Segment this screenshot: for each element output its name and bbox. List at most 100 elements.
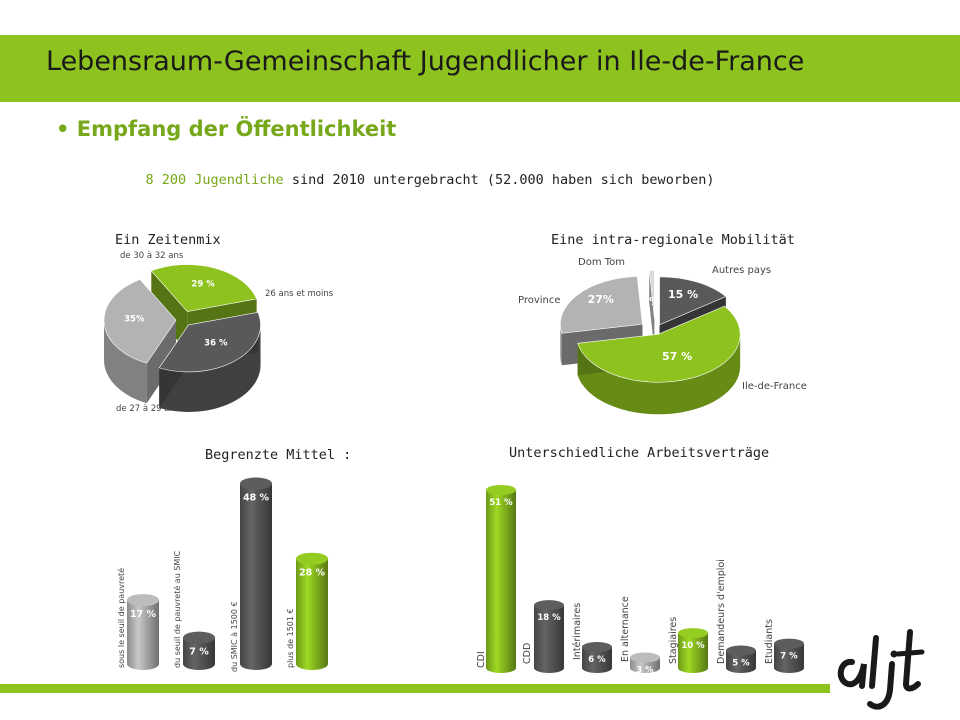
- bar-vertraege-4: [678, 628, 708, 673]
- pie-mobilitaet: [560, 269, 741, 415]
- slice-top: [659, 276, 727, 326]
- slice-mobilitaet-3: [648, 269, 655, 351]
- category-label: de 27 à 29 ans: [116, 404, 180, 414]
- chart-title-mittel: Begrenzte Mittel :: [205, 447, 352, 463]
- slice-top: [158, 311, 261, 373]
- bar-top: [240, 477, 272, 490]
- aljt-logo: [830, 598, 960, 720]
- value-label: 48 %: [243, 493, 270, 504]
- slice-side: [560, 324, 562, 366]
- value-label: 7 %: [780, 652, 798, 662]
- value-label: 5 %: [732, 659, 750, 669]
- category-label: plus de 1501 €: [286, 608, 295, 668]
- bar-top: [774, 638, 804, 649]
- value-label: 15 %: [668, 288, 698, 301]
- bar-body: [678, 633, 708, 673]
- slice-mobilitaet-1: [577, 305, 741, 415]
- category-label: En alternance: [620, 596, 631, 662]
- slice-side: [577, 334, 741, 415]
- slice-top: [103, 279, 177, 364]
- value-label: 10 %: [681, 641, 705, 651]
- category-label: 26 ans et moins: [265, 289, 334, 299]
- value-label: 35%: [124, 315, 145, 325]
- bar-top: [630, 652, 660, 663]
- category-label: Province: [518, 295, 561, 306]
- slice-top: [577, 305, 741, 383]
- chart-title-mobilitaet: Eine intra-regionale Mobilität: [551, 232, 795, 248]
- summary-highlight: 8 200 Jugendliche: [145, 172, 284, 188]
- slice-face: [649, 270, 655, 351]
- slice-top: [150, 264, 258, 312]
- bar-mittel-3: [296, 552, 328, 670]
- category-label: Demandeurs d'emploi: [716, 559, 727, 664]
- category-label: Autres pays: [712, 265, 771, 276]
- bottom-bar: [0, 684, 880, 693]
- bar-mittel-2: [240, 477, 272, 670]
- bar-body: [774, 643, 804, 673]
- category-label: Dom Tom: [578, 257, 625, 268]
- bars-vertraege: [486, 484, 804, 673]
- value-label: 6 %: [588, 655, 606, 665]
- summary-line: 8 200 Jugendliche sind 2010 untergebrach…: [0, 172, 860, 188]
- summary-rest: sind 2010 untergebracht (52.000 haben si…: [283, 172, 715, 188]
- slice-side: [104, 320, 147, 404]
- bar-body: [486, 489, 516, 673]
- bar-body: [534, 605, 564, 673]
- value-label: 17 %: [130, 609, 157, 620]
- category-label: Stagiaires: [668, 617, 679, 664]
- slice-top: [648, 269, 655, 319]
- bars-mittel: [127, 477, 328, 670]
- chart-title-zeitenmix: Ein Zeitenmix: [115, 232, 221, 248]
- bar-body: [183, 637, 215, 670]
- bar-body: [240, 483, 272, 670]
- slice-zeitenmix-1: [158, 311, 261, 412]
- value-label: 51 %: [489, 498, 513, 508]
- bar-top: [127, 594, 159, 607]
- bar-vertraege-6: [774, 638, 804, 673]
- section-title-text: Empfang der Öffentlichkeit: [76, 117, 397, 141]
- value-label: 27%: [588, 293, 614, 306]
- category-label: Intérimaires: [572, 603, 583, 660]
- bar-vertraege-2: [582, 642, 612, 673]
- category-label: Etudiants: [764, 619, 775, 664]
- bar-top: [486, 484, 516, 495]
- bar-top: [582, 642, 612, 653]
- category-label: du seuil de pauvreté au SMIC: [172, 550, 182, 668]
- bar-vertraege-0: [486, 484, 516, 673]
- bar-top: [296, 552, 328, 565]
- category-label: de 30 à 32 ans: [120, 251, 184, 261]
- bar-vertraege-5: [726, 645, 756, 673]
- bar-top: [726, 645, 756, 656]
- bullet: •: [56, 117, 70, 141]
- bar-top: [183, 631, 215, 644]
- slice-side: [159, 324, 261, 412]
- chart-title-vertraege: Unterschiedliche Arbeitsverträge: [509, 445, 770, 461]
- slice-zeitenmix-2: [103, 279, 177, 404]
- bar-vertraege-1: [534, 600, 564, 673]
- value-label: 18 %: [537, 613, 561, 623]
- slice-top: [560, 276, 643, 334]
- bar-vertraege-3: [630, 652, 660, 673]
- bar-top: [678, 628, 708, 639]
- value-label: 7 %: [189, 647, 209, 658]
- slice-face: [151, 270, 188, 352]
- bar-body: [127, 600, 159, 670]
- bar-mittel-0: [127, 594, 159, 670]
- category-label: sous le seuil de pauvreté: [116, 568, 126, 668]
- bar-body: [726, 650, 756, 673]
- pie-zeitenmix: [103, 264, 261, 412]
- category-label: CDI: [476, 651, 487, 668]
- category-label: Ile-de-France: [742, 381, 807, 392]
- bar-body: [296, 558, 328, 670]
- category-label: du SMIC à 1500 €: [230, 601, 239, 672]
- page-title: Lebensraum-Gemeinschaft Jugendlicher in …: [46, 46, 805, 77]
- value-label: 29 %: [191, 279, 215, 289]
- value-label: 36 %: [204, 339, 228, 349]
- bar-mittel-1: [183, 631, 215, 670]
- bar-top: [534, 600, 564, 611]
- category-label: CDD: [522, 643, 533, 664]
- value-label: 57 %: [662, 350, 692, 363]
- section-heading: • Empfang der Öffentlichkeit: [56, 117, 396, 141]
- bar-body: [582, 647, 612, 673]
